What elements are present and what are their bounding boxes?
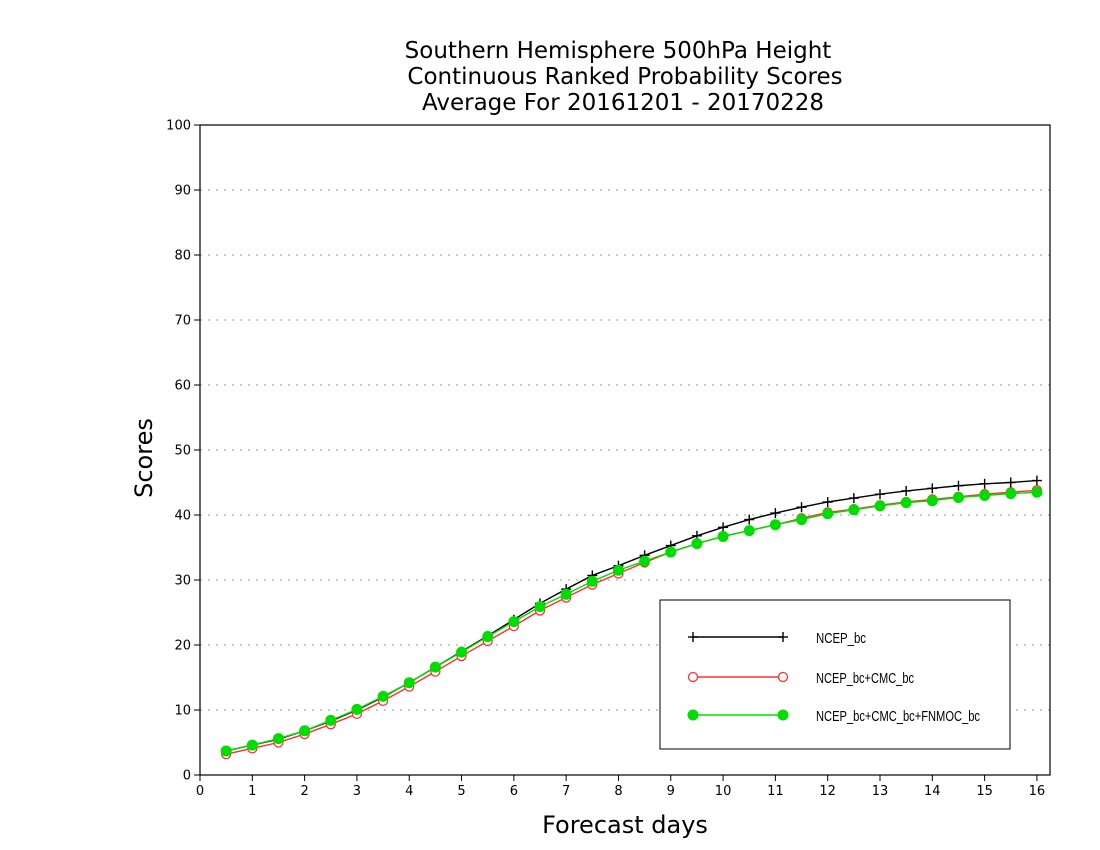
series-3-point bbox=[299, 725, 311, 737]
series-3-point bbox=[351, 703, 363, 715]
series-3-point bbox=[691, 538, 703, 550]
chart-title-line-3: Average For 20161201 - 20170228 bbox=[422, 90, 824, 116]
x-tick-label: 9 bbox=[667, 784, 675, 799]
x-axis-ticks: 0 1 2 3 4 5 6 7 8 9 10 11 12 13 14 15 16 bbox=[196, 775, 1045, 799]
series-1-point bbox=[979, 478, 990, 489]
series-3-point bbox=[612, 564, 624, 576]
series-3-point bbox=[796, 514, 808, 526]
x-tick-label: 3 bbox=[353, 784, 361, 799]
y-tick-label: 90 bbox=[174, 184, 191, 199]
series-3-point bbox=[403, 677, 415, 689]
legend-entry-2: NCEP_bc+CMC_bc bbox=[687, 670, 914, 687]
legend: NCEP_bc NCEP_bc+CMC_bc NCEP_bc+CMC_bc+FNMO… bbox=[659, 599, 1011, 750]
series-1-point bbox=[822, 497, 833, 507]
legend-entry-3-marker bbox=[777, 709, 789, 721]
series-1-point bbox=[770, 508, 781, 519]
y-tick-label: 10 bbox=[174, 704, 191, 719]
legend-entry-1-marker bbox=[688, 632, 698, 642]
series-3-point bbox=[456, 646, 468, 658]
legend-entry-3: NCEP_bc+CMC_bc+FNMOC_bc bbox=[687, 708, 980, 725]
series-1-point bbox=[875, 489, 885, 500]
x-tick-label: 14 bbox=[924, 784, 941, 799]
series-1-point bbox=[796, 502, 807, 513]
legend-entry-1-label: NCEP_bc bbox=[816, 630, 866, 647]
x-tick-label: 0 bbox=[196, 784, 204, 799]
series-3-point bbox=[377, 690, 389, 702]
gridlines bbox=[200, 189, 1050, 711]
x-tick-label: 12 bbox=[819, 784, 836, 799]
series-1-point bbox=[953, 480, 964, 491]
y-tick-label: 80 bbox=[174, 249, 191, 264]
series-3-point bbox=[822, 508, 834, 520]
x-tick-label: 11 bbox=[767, 784, 784, 799]
x-tick-label: 2 bbox=[300, 784, 308, 799]
series-3-point bbox=[429, 661, 441, 673]
series-3-point bbox=[848, 504, 860, 516]
series-3-point bbox=[665, 546, 677, 558]
y-tick-label: 30 bbox=[174, 574, 191, 589]
legend-entry-1: NCEP_bc bbox=[688, 630, 866, 647]
chart-title-line-2: Continuous Ranked Probability Scores bbox=[407, 64, 842, 90]
legend-entry-3-marker bbox=[687, 709, 699, 721]
series-3-point bbox=[534, 601, 546, 613]
x-tick-label: 15 bbox=[976, 784, 993, 799]
series-3-point bbox=[769, 519, 781, 531]
x-tick-label: 13 bbox=[872, 784, 889, 799]
y-tick-label: 60 bbox=[174, 379, 191, 394]
series-3-point bbox=[272, 733, 284, 745]
series-3-point bbox=[1005, 488, 1017, 500]
series-1-point bbox=[927, 483, 938, 494]
x-axis-label: Forecast days bbox=[542, 811, 708, 839]
legend-entry-3-label: NCEP_bc+CMC_bc+FNMOC_bc bbox=[816, 708, 980, 725]
series-layer bbox=[220, 475, 1043, 760]
series-3-point bbox=[952, 491, 964, 503]
series-3-point bbox=[586, 575, 598, 587]
series-3-point bbox=[508, 616, 520, 628]
x-tick-label: 10 bbox=[715, 784, 732, 799]
series-3-point bbox=[639, 555, 651, 567]
series-3-point bbox=[482, 631, 494, 643]
series-3-point bbox=[717, 530, 729, 542]
series-3-point bbox=[743, 525, 755, 537]
legend-entry-1-marker bbox=[778, 632, 788, 642]
legend-entry-2-marker bbox=[687, 671, 699, 683]
series-3-point bbox=[325, 714, 337, 726]
chart-title: Southern Hemisphere 500hPa Height Contin… bbox=[405, 38, 843, 116]
x-tick-label: 1 bbox=[248, 784, 256, 799]
y-tick-label: 50 bbox=[174, 444, 191, 459]
y-tick-label: 40 bbox=[174, 509, 191, 524]
x-tick-label: 8 bbox=[614, 784, 622, 799]
series-3-point bbox=[900, 497, 912, 509]
series-1-point bbox=[848, 493, 859, 504]
legend-box bbox=[659, 599, 1011, 750]
series-3-point bbox=[926, 495, 938, 507]
series-3-point bbox=[220, 745, 232, 757]
legend-entry-2-label: NCEP_bc+CMC_bc bbox=[816, 670, 914, 687]
series-3-point bbox=[1031, 486, 1043, 498]
series-1-point bbox=[1031, 475, 1042, 486]
series-3-point bbox=[560, 588, 572, 600]
y-tick-label: 0 bbox=[183, 769, 191, 784]
series-3-point bbox=[246, 739, 258, 751]
series-1-point bbox=[901, 485, 912, 496]
x-tick-label: 5 bbox=[457, 784, 465, 799]
legend-entry-2-marker bbox=[777, 671, 789, 683]
y-axis-ticks: 0 10 20 30 40 50 60 70 80 90 100 bbox=[166, 119, 200, 784]
x-tick-label: 7 bbox=[562, 784, 570, 799]
x-tick-label: 6 bbox=[510, 784, 518, 799]
series-1-point bbox=[1005, 477, 1016, 488]
series-3-point bbox=[874, 500, 886, 512]
chart-title-line-1: Southern Hemisphere 500hPa Height bbox=[405, 38, 832, 64]
y-tick-label: 100 bbox=[166, 119, 191, 134]
series-1-point bbox=[718, 522, 729, 533]
y-tick-label: 20 bbox=[174, 639, 191, 654]
x-tick-label: 4 bbox=[405, 784, 413, 799]
series-3 bbox=[220, 486, 1043, 757]
series-3-point bbox=[979, 490, 991, 501]
y-tick-label: 70 bbox=[174, 314, 191, 329]
x-tick-label: 16 bbox=[1029, 784, 1046, 799]
y-axis-label: Scores bbox=[130, 418, 158, 498]
series-1-point bbox=[744, 514, 755, 525]
